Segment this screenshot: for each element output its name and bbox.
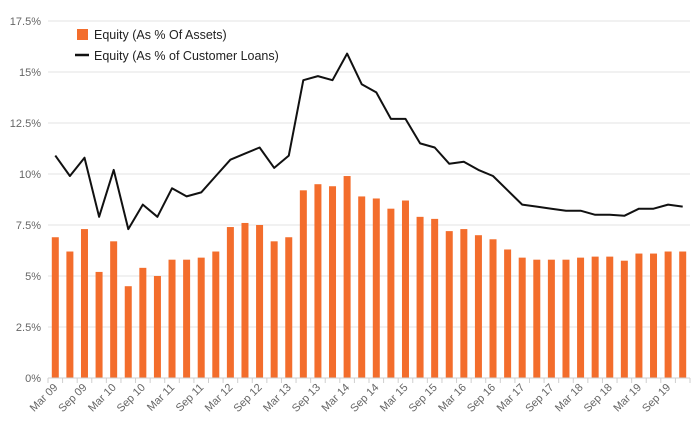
x-tick-label: Sep 18 bbox=[582, 382, 615, 415]
equity-assets-bar bbox=[489, 239, 497, 378]
equity-assets-bar bbox=[547, 259, 555, 378]
equity-assets-bar bbox=[168, 259, 176, 378]
x-tick-label: Mar 17 bbox=[495, 382, 528, 415]
legend: Equity (As % Of Assets) Equity (As % of … bbox=[75, 28, 279, 63]
x-tick-label: Mar 19 bbox=[611, 382, 644, 415]
y-tick-label: 5% bbox=[25, 271, 41, 283]
legend-label-line: Equity (As % of Customer Loans) bbox=[94, 49, 279, 63]
legend-swatch-bar bbox=[77, 29, 88, 40]
equity-assets-bar bbox=[197, 257, 205, 378]
equity-customer-loans-line bbox=[54, 52, 683, 231]
equity-assets-bar bbox=[620, 260, 628, 378]
equity-assets-bar bbox=[518, 257, 526, 378]
equity-assets-bar bbox=[504, 249, 512, 378]
equity-assets-bar bbox=[372, 198, 380, 378]
x-tick-label: Mar 12 bbox=[203, 382, 236, 415]
equity-assets-bar bbox=[80, 229, 88, 378]
x-tick-label: Sep 17 bbox=[523, 382, 556, 415]
y-tick-label: 7.5% bbox=[16, 220, 41, 232]
equity-assets-bar bbox=[562, 259, 570, 378]
y-tick-label: 2.5% bbox=[16, 322, 41, 334]
x-tick-label: Sep 14 bbox=[348, 382, 381, 415]
equity-assets-bar bbox=[358, 196, 366, 378]
x-tick-label: Mar 18 bbox=[553, 382, 586, 415]
x-tick-label: Sep 16 bbox=[465, 382, 498, 415]
equity-assets-bar bbox=[314, 184, 322, 378]
x-tick-label: Mar 13 bbox=[261, 382, 294, 415]
x-tick-label: Sep 10 bbox=[115, 382, 148, 415]
equity-assets-bar bbox=[110, 241, 118, 378]
x-tick-label: Mar 14 bbox=[320, 382, 353, 415]
x-tick-label: Mar 09 bbox=[28, 382, 61, 415]
y-tick-label: 12.5% bbox=[10, 118, 41, 130]
x-tick-label: Mar 10 bbox=[86, 382, 119, 415]
x-tick-label: Sep 19 bbox=[640, 382, 673, 415]
equity-assets-bar bbox=[212, 251, 220, 378]
equity-assets-bar bbox=[635, 253, 643, 378]
equity-assets-bar bbox=[533, 259, 541, 378]
equity-assets-bar bbox=[679, 251, 687, 378]
equity-assets-bar bbox=[606, 256, 614, 378]
equity-assets-bar bbox=[401, 200, 409, 378]
x-tick-label: Sep 15 bbox=[407, 382, 440, 415]
equity-assets-bar bbox=[460, 229, 468, 378]
equity-assets-bar bbox=[329, 186, 337, 378]
legend-label-bar: Equity (As % Of Assets) bbox=[94, 28, 227, 42]
x-tick-label: Sep 09 bbox=[56, 382, 89, 415]
equity-assets-bar bbox=[664, 251, 672, 378]
equity-assets-bar bbox=[474, 235, 482, 378]
equity-assets-bar bbox=[256, 225, 264, 378]
x-tick-label: Sep 13 bbox=[290, 382, 323, 415]
equity-assets-bar bbox=[226, 227, 234, 378]
equity-assets-bar bbox=[66, 251, 74, 378]
equity-assets-bar bbox=[591, 256, 599, 378]
equity-assets-bar bbox=[285, 237, 293, 378]
equity-assets-bar bbox=[416, 216, 424, 378]
x-tick-label: Mar 11 bbox=[145, 382, 177, 414]
x-tick-label: Sep 12 bbox=[232, 382, 265, 415]
x-tick-label: Sep 11 bbox=[174, 382, 207, 415]
y-tick-label: 15% bbox=[19, 67, 41, 79]
equity-assets-bar bbox=[153, 276, 161, 378]
line-series bbox=[54, 52, 683, 231]
y-tick-label: 0% bbox=[25, 373, 41, 385]
equity-assets-bar bbox=[95, 271, 103, 378]
x-tick-label: Mar 15 bbox=[378, 382, 411, 415]
equity-assets-bar bbox=[139, 267, 147, 378]
equity-assets-bar bbox=[124, 286, 132, 378]
equity-assets-bar bbox=[299, 190, 307, 378]
equity-assets-bar bbox=[445, 231, 453, 378]
equity-assets-bar bbox=[270, 241, 278, 378]
y-tick-label: 17.5% bbox=[10, 16, 41, 28]
equity-assets-bar bbox=[577, 257, 585, 378]
equity-assets-bar bbox=[241, 222, 249, 378]
y-tick-label: 10% bbox=[19, 169, 41, 181]
equity-assets-bar bbox=[387, 208, 395, 378]
equity-assets-bar bbox=[51, 237, 59, 378]
equity-assets-bar bbox=[650, 253, 658, 378]
bar-series bbox=[51, 176, 687, 378]
equity-assets-bar bbox=[431, 218, 439, 378]
equity-assets-bar bbox=[343, 176, 351, 378]
x-tick-label: Mar 16 bbox=[436, 382, 469, 415]
equity-assets-bar bbox=[183, 259, 191, 378]
